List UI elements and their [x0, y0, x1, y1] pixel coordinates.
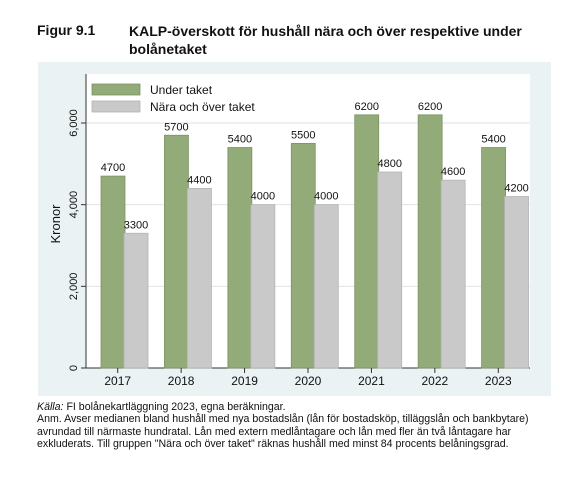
data-label-under-taket-2022: 6200: [418, 101, 442, 113]
bar-nara-och-over-taket-2017: [123, 232, 149, 369]
data-label-under-taket-2020: 5500: [291, 129, 315, 141]
data-label-under-taket-2019: 5400: [228, 134, 252, 146]
x-tick-label-2021: 2021: [358, 374, 385, 388]
bar-under-taket-2018: [164, 134, 189, 369]
y-axis-label: Kronor: [48, 204, 63, 244]
data-label-nara-och-over-taket-2018: 4400: [187, 174, 211, 186]
bar-under-taket-2022: [417, 114, 443, 369]
source-text: FI bolånekartläggning 2023, egna beräkni…: [63, 401, 286, 413]
x-tick-label-2017: 2017: [104, 374, 131, 388]
x-tick-label-2023: 2023: [485, 374, 512, 388]
note-text: Anm. Avser medianen bland hushåll med ny…: [37, 413, 529, 451]
bar-nara-och-over-taket-2019: [250, 204, 276, 369]
bar-nara-och-over-taket-2022: [440, 179, 466, 369]
bar-nara-och-over-taket-2018: [187, 187, 212, 369]
figure-label: Figur 9.1: [37, 22, 96, 38]
data-label-nara-och-over-taket-2017: 3300: [124, 219, 148, 231]
legend-label-under-taket: Under taket: [150, 83, 213, 97]
bar-nara-och-over-taket-2020: [313, 204, 339, 369]
bar-under-taket-2019: [227, 147, 253, 369]
source-label: Källa:: [37, 401, 64, 413]
bar-under-taket-2023: [481, 147, 506, 369]
source-line: Källa: FI bolånekartläggning 2023, egna …: [37, 401, 547, 413]
bar-nara-och-over-taket-2021: [377, 171, 403, 369]
data-label-under-taket-2021: 6200: [354, 101, 378, 113]
footnote: Källa: FI bolånekartläggning 2023, egna …: [37, 401, 547, 451]
x-tick-label-2020: 2020: [295, 374, 322, 388]
figure-title: KALP-överskott för hushåll nära och över…: [129, 23, 522, 57]
x-tick-label-2018: 2018: [168, 374, 195, 388]
y-tick-label: 6,000: [68, 109, 80, 137]
data-label-under-taket-2017: 4700: [101, 162, 125, 174]
bar-under-taket-2021: [354, 114, 380, 369]
data-label-nara-och-over-taket-2023: 4200: [504, 183, 528, 195]
data-label-nara-och-over-taket-2019: 4000: [251, 191, 275, 203]
bar-chart: 0 2,000 4,000 6,000 Kronor 4700 3300 2017 5700 44…: [38, 62, 551, 396]
data-label-nara-och-over-taket-2021: 4800: [377, 158, 401, 170]
y-tick-label: 4,000: [68, 191, 80, 219]
data-label-nara-och-over-taket-2022: 4600: [441, 166, 465, 178]
bar-under-taket-2017: [100, 175, 126, 369]
bar-under-taket-2020: [290, 143, 316, 369]
bar-nara-och-over-taket-2023: [504, 196, 529, 369]
data-label-nara-och-over-taket-2020: 4000: [314, 191, 338, 203]
legend-swatch-nara-och-over-taket: [91, 100, 141, 113]
y-tick-label: 0: [68, 365, 80, 371]
x-tick-label-2019: 2019: [231, 374, 258, 388]
y-tick-label: 2,000: [68, 273, 80, 301]
legend-label-nara-och-over-taket: Nära och över taket: [150, 100, 255, 114]
data-label-under-taket-2018: 5700: [164, 121, 188, 133]
x-tick-label-2022: 2022: [422, 374, 449, 388]
legend-swatch-under-taket: [91, 83, 141, 96]
data-label-under-taket-2023: 5400: [481, 134, 505, 146]
